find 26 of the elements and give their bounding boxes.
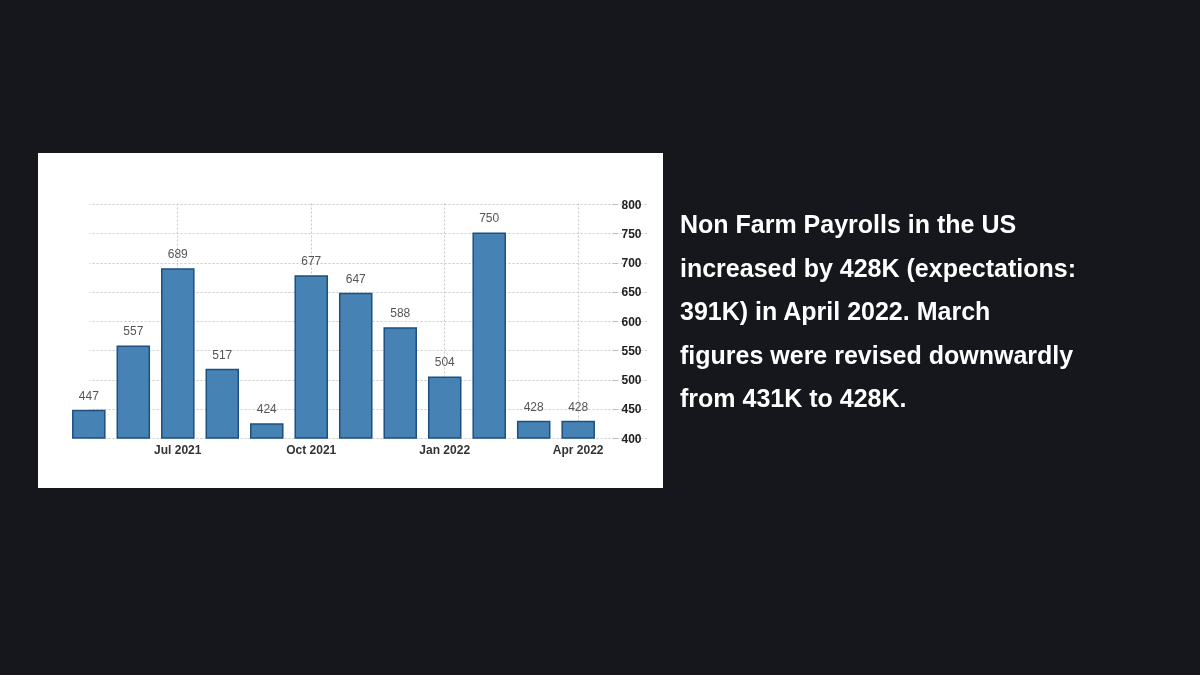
y-tick-label: 700 bbox=[621, 256, 642, 270]
x-tick-label: Apr 2022 bbox=[552, 442, 604, 457]
y-tick-label: 800 bbox=[621, 197, 642, 212]
data-label: 557 bbox=[123, 324, 144, 339]
y-tick-label: 500 bbox=[621, 373, 642, 387]
data-label: 689 bbox=[167, 246, 189, 261]
x-tick-label: Jul 2021 bbox=[154, 442, 202, 457]
data-label: 428 bbox=[568, 399, 589, 414]
data-label: 647 bbox=[345, 271, 367, 286]
data-label: 447 bbox=[78, 388, 100, 403]
y-tick-label: 750 bbox=[621, 226, 642, 241]
data-label: 750 bbox=[479, 211, 500, 226]
data-label: 424 bbox=[256, 401, 278, 416]
y-tick-label: 600 bbox=[621, 314, 642, 329]
data-label: 588 bbox=[390, 306, 411, 321]
data-label: 504 bbox=[434, 355, 456, 370]
y-tick-label: 550 bbox=[621, 343, 642, 358]
data-label: 517 bbox=[212, 347, 233, 362]
y-tick-label: 650 bbox=[621, 285, 642, 300]
x-tick-label: Jan 2022 bbox=[419, 442, 471, 457]
x-tick-label: Oct 2021 bbox=[286, 442, 337, 457]
data-label: 428 bbox=[523, 399, 545, 414]
y-tick-label: 450 bbox=[621, 402, 642, 417]
data-label: 677 bbox=[301, 253, 322, 268]
y-tick-label: 400 bbox=[621, 431, 642, 446]
text: Non Farm Payrolls in the US increased by 428K (expectations: 391K) in April 2022. March figures were revised downwardly from 431K to 428K. bbox=[680, 210, 1076, 412]
